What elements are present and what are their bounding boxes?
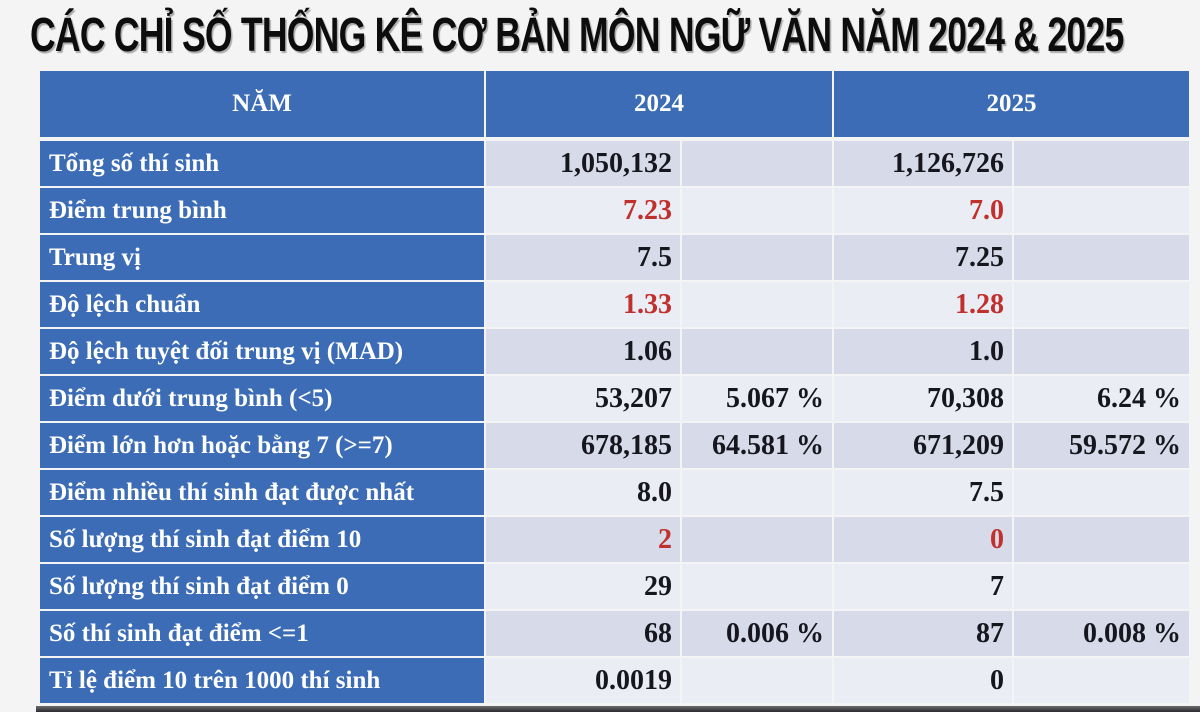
- table-row: Điểm trung bình 7.23 7.0: [40, 188, 1189, 233]
- value-2024: 53,207: [486, 376, 680, 421]
- header-col-2025: 2025: [834, 71, 1189, 137]
- value-2025: 0: [834, 517, 1012, 562]
- table-row: Tổng số thí sinh 1,050,132 1,126,726: [40, 141, 1189, 186]
- table-row: Số thí sinh đạt điểm <=1 68 0.006 % 87 0…: [40, 611, 1189, 656]
- percent-2025: [1014, 282, 1189, 327]
- row-label: Điểm dưới trung bình (<5): [40, 376, 484, 421]
- value-2024: 7.5: [486, 235, 680, 280]
- value-2025: 0: [834, 658, 1012, 703]
- row-label: Số lượng thí sinh đạt điểm 10: [40, 517, 484, 562]
- value-2024: 8.0: [486, 470, 680, 515]
- row-label: Điểm lớn hơn hoặc bằng 7 (>=7): [40, 423, 484, 468]
- value-2025: 70,308: [834, 376, 1012, 421]
- percent-2025: [1014, 235, 1189, 280]
- value-2024: 1.33: [486, 282, 680, 327]
- value-2025: 7.25: [834, 235, 1012, 280]
- row-label: Tỉ lệ điểm 10 trên 1000 thí sinh: [40, 658, 484, 703]
- table-row: Điểm lớn hơn hoặc bằng 7 (>=7) 678,185 6…: [40, 423, 1189, 468]
- percent-2024: 64.581 %: [682, 423, 832, 468]
- value-2025: 87: [834, 611, 1012, 656]
- bottom-edge-bar: [36, 706, 1200, 712]
- percent-2025: [1014, 188, 1189, 233]
- header-col-2024: 2024: [486, 71, 832, 137]
- value-2024: 29: [486, 564, 680, 609]
- percent-2024: [682, 329, 832, 374]
- statistics-table: NĂM 2024 2025 Tổng số thí sinh 1,050,132…: [40, 71, 1189, 703]
- percent-2024: [682, 188, 832, 233]
- percent-2024: [682, 470, 832, 515]
- percent-2025: [1014, 141, 1189, 186]
- percent-2024: [682, 235, 832, 280]
- table-row: Số lượng thí sinh đạt điểm 0 29 7: [40, 564, 1189, 609]
- row-label: Trung vị: [40, 235, 484, 280]
- table-body: Tổng số thí sinh 1,050,132 1,126,726 Điể…: [40, 141, 1189, 703]
- row-label: Điểm nhiều thí sinh đạt được nhất: [40, 470, 484, 515]
- value-2024: 2: [486, 517, 680, 562]
- table-row: Trung vị 7.5 7.25: [40, 235, 1189, 280]
- value-2024: 1,050,132: [486, 141, 680, 186]
- row-label: Số thí sinh đạt điểm <=1: [40, 611, 484, 656]
- value-2024: 68: [486, 611, 680, 656]
- value-2024: 0.0019: [486, 658, 680, 703]
- percent-2024: [682, 564, 832, 609]
- value-2025: 1.28: [834, 282, 1012, 327]
- percent-2025: [1014, 329, 1189, 374]
- page-title: CÁC CHỈ SỐ THỐNG KÊ CƠ BẢN MÔN NGỮ VĂN N…: [30, 9, 1124, 62]
- value-2025: 1,126,726: [834, 141, 1012, 186]
- value-2024: 7.23: [486, 188, 680, 233]
- percent-2025: [1014, 517, 1189, 562]
- value-2025: 1.0: [834, 329, 1012, 374]
- row-label: Tổng số thí sinh: [40, 141, 484, 186]
- table-row: Độ lệch chuẩn 1.33 1.28: [40, 282, 1189, 327]
- table-header-row: NĂM 2024 2025: [40, 71, 1189, 137]
- percent-2024: [682, 517, 832, 562]
- percent-2024: [682, 658, 832, 703]
- percent-2025: [1014, 658, 1189, 703]
- value-2025: 7.5: [834, 470, 1012, 515]
- percent-2025: 6.24 %: [1014, 376, 1189, 421]
- percent-2024: [682, 141, 832, 186]
- row-label: Số lượng thí sinh đạt điểm 0: [40, 564, 484, 609]
- percent-2025: 0.008 %: [1014, 611, 1189, 656]
- table-row: Điểm dưới trung bình (<5) 53,207 5.067 %…: [40, 376, 1189, 421]
- percent-2024: 5.067 %: [682, 376, 832, 421]
- percent-2024: 0.006 %: [682, 611, 832, 656]
- row-label: Độ lệch chuẩn: [40, 282, 484, 327]
- header-year-label: NĂM: [40, 71, 484, 137]
- row-label: Độ lệch tuyệt đối trung vị (MAD): [40, 329, 484, 374]
- table-row: Độ lệch tuyệt đối trung vị (MAD) 1.06 1.…: [40, 329, 1189, 374]
- table-row: Tỉ lệ điểm 10 trên 1000 thí sinh 0.0019 …: [40, 658, 1189, 703]
- table-row: Số lượng thí sinh đạt điểm 10 2 0: [40, 517, 1189, 562]
- percent-2025: [1014, 470, 1189, 515]
- value-2025: 7.0: [834, 188, 1012, 233]
- percent-2025: [1014, 564, 1189, 609]
- percent-2025: 59.572 %: [1014, 423, 1189, 468]
- value-2024: 1.06: [486, 329, 680, 374]
- table-row: Điểm nhiều thí sinh đạt được nhất 8.0 7.…: [40, 470, 1189, 515]
- value-2025: 7: [834, 564, 1012, 609]
- row-label: Điểm trung bình: [40, 188, 484, 233]
- value-2025: 671,209: [834, 423, 1012, 468]
- percent-2024: [682, 282, 832, 327]
- value-2024: 678,185: [486, 423, 680, 468]
